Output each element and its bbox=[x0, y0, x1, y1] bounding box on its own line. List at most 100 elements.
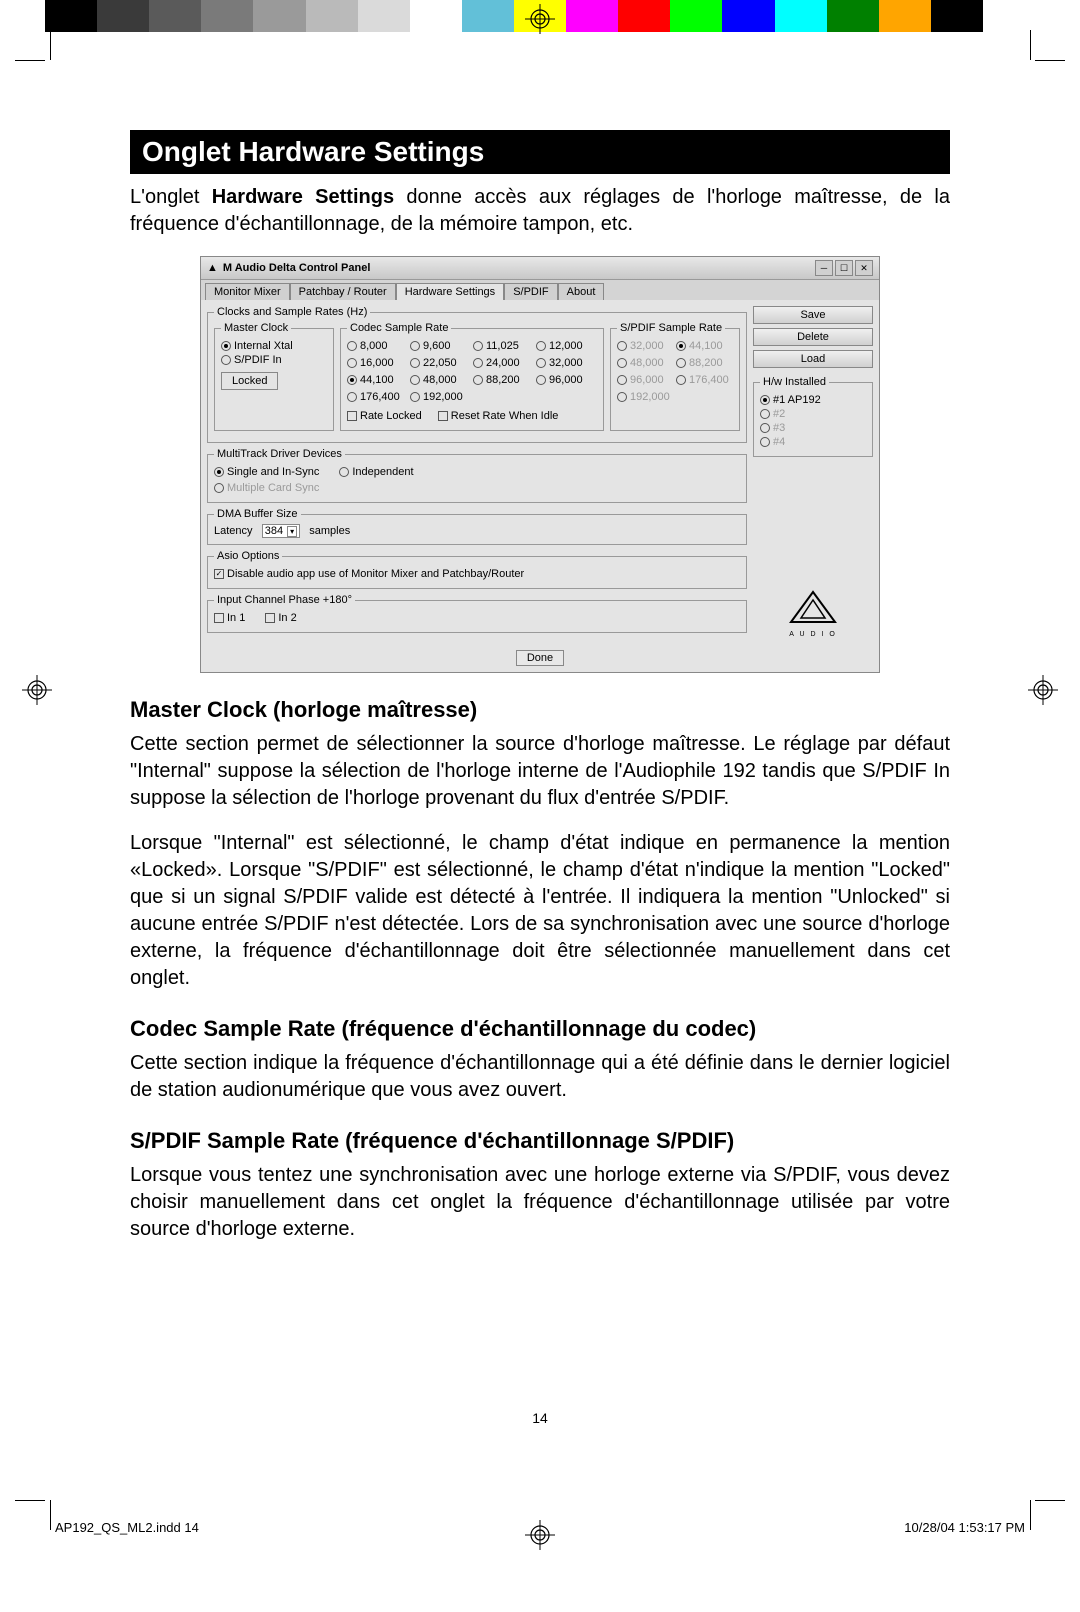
latency-unit: samples bbox=[309, 525, 350, 537]
page-number: 14 bbox=[0, 1410, 1080, 1426]
color-swatch bbox=[201, 0, 253, 32]
locked-indicator: Locked bbox=[221, 372, 278, 390]
codec-rate-radio[interactable]: 12,000 bbox=[536, 340, 597, 352]
intro-paragraph: L'onglet Hardware Settings donne accès a… bbox=[130, 184, 950, 238]
latency-value: 384 bbox=[265, 525, 283, 537]
phase-checkbox[interactable]: In 2 bbox=[265, 612, 296, 624]
phase-fieldset: Input Channel Phase +180° In 1In 2 bbox=[207, 594, 747, 633]
multitrack-radio[interactable]: Single and In-Sync bbox=[214, 466, 319, 478]
spdif-rate-fieldset: S/PDIF Sample Rate 32,00044,10048,00088,… bbox=[610, 322, 740, 431]
tab-s-pdif[interactable]: S/PDIF bbox=[504, 283, 557, 300]
asio-fieldset: Asio Options ✓Disable audio app use of M… bbox=[207, 550, 747, 589]
crop-mark bbox=[15, 60, 45, 61]
crop-mark bbox=[1035, 60, 1065, 61]
hw-installed-radio[interactable]: #1 AP192 bbox=[760, 394, 866, 406]
section-header: Onglet Hardware Settings bbox=[130, 130, 950, 174]
color-swatch bbox=[97, 0, 149, 32]
hw-installed-fieldset: H/w Installed #1 AP192 #2 #3 #4 bbox=[753, 376, 873, 457]
intro-bold: Hardware Settings bbox=[212, 186, 394, 208]
codec-rate-radio[interactable]: 32,000 bbox=[536, 357, 597, 369]
color-swatch bbox=[931, 0, 983, 32]
color-swatch bbox=[983, 0, 1035, 32]
hw-legend: H/w Installed bbox=[760, 376, 829, 388]
registration-mark-icon bbox=[1028, 675, 1058, 705]
spdif-rate-radio[interactable]: 48,000 bbox=[617, 357, 674, 369]
color-swatch bbox=[775, 0, 827, 32]
multiple-card-sync-radio[interactable]: Multiple Card Sync bbox=[214, 482, 740, 494]
codec-rate-radio[interactable]: 9,600 bbox=[410, 340, 471, 352]
codec-rate-radio[interactable]: 96,000 bbox=[536, 374, 597, 386]
subhead-master-clock: Master Clock (horloge maîtresse) bbox=[130, 697, 950, 723]
color-swatch bbox=[618, 0, 670, 32]
hw-installed-radio[interactable]: #2 bbox=[760, 408, 866, 420]
master-clock-radio[interactable]: Internal Xtal bbox=[221, 340, 327, 352]
master-clock-radio[interactable]: S/PDIF In bbox=[221, 354, 327, 366]
codec-rate-radio[interactable]: 44,100 bbox=[347, 374, 408, 386]
color-swatch bbox=[358, 0, 410, 32]
color-swatch bbox=[566, 0, 618, 32]
dropdown-arrow-icon: ▾ bbox=[287, 526, 297, 537]
tab-about[interactable]: About bbox=[558, 283, 605, 300]
para-master-clock-1: Cette section permet de sélectionner la … bbox=[130, 731, 950, 812]
color-swatch bbox=[670, 0, 722, 32]
crop-mark bbox=[15, 1500, 45, 1501]
intro-text: L'onglet bbox=[130, 186, 212, 208]
codec-rate-radio[interactable]: 24,000 bbox=[473, 357, 534, 369]
maximize-button[interactable]: ☐ bbox=[835, 260, 853, 276]
codec-rate-fieldset: Codec Sample Rate 8,0009,60011,02512,000… bbox=[340, 322, 604, 431]
tab-patchbay-router[interactable]: Patchbay / Router bbox=[290, 283, 396, 300]
multitrack-legend: MultiTrack Driver Devices bbox=[214, 448, 345, 460]
rate-locked-checkbox[interactable]: Rate Locked bbox=[347, 410, 422, 422]
hw-installed-radio[interactable]: #3 bbox=[760, 422, 866, 434]
codec-rate-radio[interactable]: 16,000 bbox=[347, 357, 408, 369]
reset-rate-checkbox[interactable]: Reset Rate When Idle bbox=[438, 410, 559, 422]
codec-rate-radio[interactable]: 88,200 bbox=[473, 374, 534, 386]
tab-hardware-settings[interactable]: Hardware Settings bbox=[396, 283, 505, 300]
crop-mark bbox=[50, 1500, 51, 1530]
m-audio-logo: A U D I O bbox=[753, 582, 873, 638]
multiple-card-sync-label: Multiple Card Sync bbox=[227, 482, 319, 494]
logo-text: A U D I O bbox=[753, 631, 873, 638]
codec-rate-radio[interactable]: 11,025 bbox=[473, 340, 534, 352]
phase-checkbox[interactable]: In 1 bbox=[214, 612, 245, 624]
save-button[interactable]: Save bbox=[753, 306, 873, 324]
color-swatch bbox=[410, 0, 462, 32]
page-content: Onglet Hardware Settings L'onglet Hardwa… bbox=[130, 130, 950, 1261]
window-title: M Audio Delta Control Panel bbox=[223, 262, 371, 274]
spdif-rate-radio[interactable]: 44,100 bbox=[676, 340, 733, 352]
color-swatch bbox=[722, 0, 774, 32]
registration-mark-icon bbox=[22, 675, 52, 705]
asio-disable-label: Disable audio app use of Monitor Mixer a… bbox=[227, 568, 524, 580]
multitrack-radio[interactable]: Independent bbox=[339, 466, 413, 478]
crop-mark bbox=[1030, 1500, 1031, 1530]
latency-select[interactable]: 384 ▾ bbox=[262, 524, 300, 538]
codec-rate-radio[interactable]: 8,000 bbox=[347, 340, 408, 352]
spdif-rate-radio[interactable]: 32,000 bbox=[617, 340, 674, 352]
para-master-clock-2: Lorsque "Internal" est sélectionné, le c… bbox=[130, 830, 950, 992]
codec-rate-radio[interactable]: 48,000 bbox=[410, 374, 471, 386]
color-swatch bbox=[462, 0, 514, 32]
codec-rate-radio[interactable]: 176,400 bbox=[347, 391, 408, 403]
done-button[interactable]: Done bbox=[516, 650, 564, 666]
minimize-button[interactable]: ─ bbox=[815, 260, 833, 276]
app-icon: ▲ bbox=[207, 262, 218, 274]
tab-monitor-mixer[interactable]: Monitor Mixer bbox=[205, 283, 290, 300]
subhead-codec: Codec Sample Rate (fréquence d'échantill… bbox=[130, 1016, 950, 1042]
hw-installed-radio[interactable]: #4 bbox=[760, 436, 866, 448]
spdif-rate-radio[interactable]: 192,000 bbox=[617, 391, 674, 403]
color-swatch bbox=[149, 0, 201, 32]
control-panel-window: ▲ M Audio Delta Control Panel ─ ☐ ✕ Moni… bbox=[200, 256, 880, 673]
asio-disable-checkbox[interactable]: ✓Disable audio app use of Monitor Mixer … bbox=[214, 568, 740, 580]
spdif-rate-radio[interactable]: 176,400 bbox=[676, 374, 733, 386]
close-button[interactable]: ✕ bbox=[855, 260, 873, 276]
delete-button[interactable]: Delete bbox=[753, 328, 873, 346]
codec-rate-radio[interactable]: 22,050 bbox=[410, 357, 471, 369]
load-button[interactable]: Load bbox=[753, 350, 873, 368]
codec-rate-radio[interactable]: 192,000 bbox=[410, 391, 471, 403]
spdif-rate-radio[interactable]: 96,000 bbox=[617, 374, 674, 386]
spdif-rate-radio[interactable]: 88,200 bbox=[676, 357, 733, 369]
dma-fieldset: DMA Buffer Size Latency 384 ▾ samples bbox=[207, 508, 747, 545]
window-titlebar: ▲ M Audio Delta Control Panel ─ ☐ ✕ bbox=[201, 257, 879, 280]
master-clock-legend: Master Clock bbox=[221, 322, 291, 334]
crop-mark bbox=[1035, 1500, 1065, 1501]
